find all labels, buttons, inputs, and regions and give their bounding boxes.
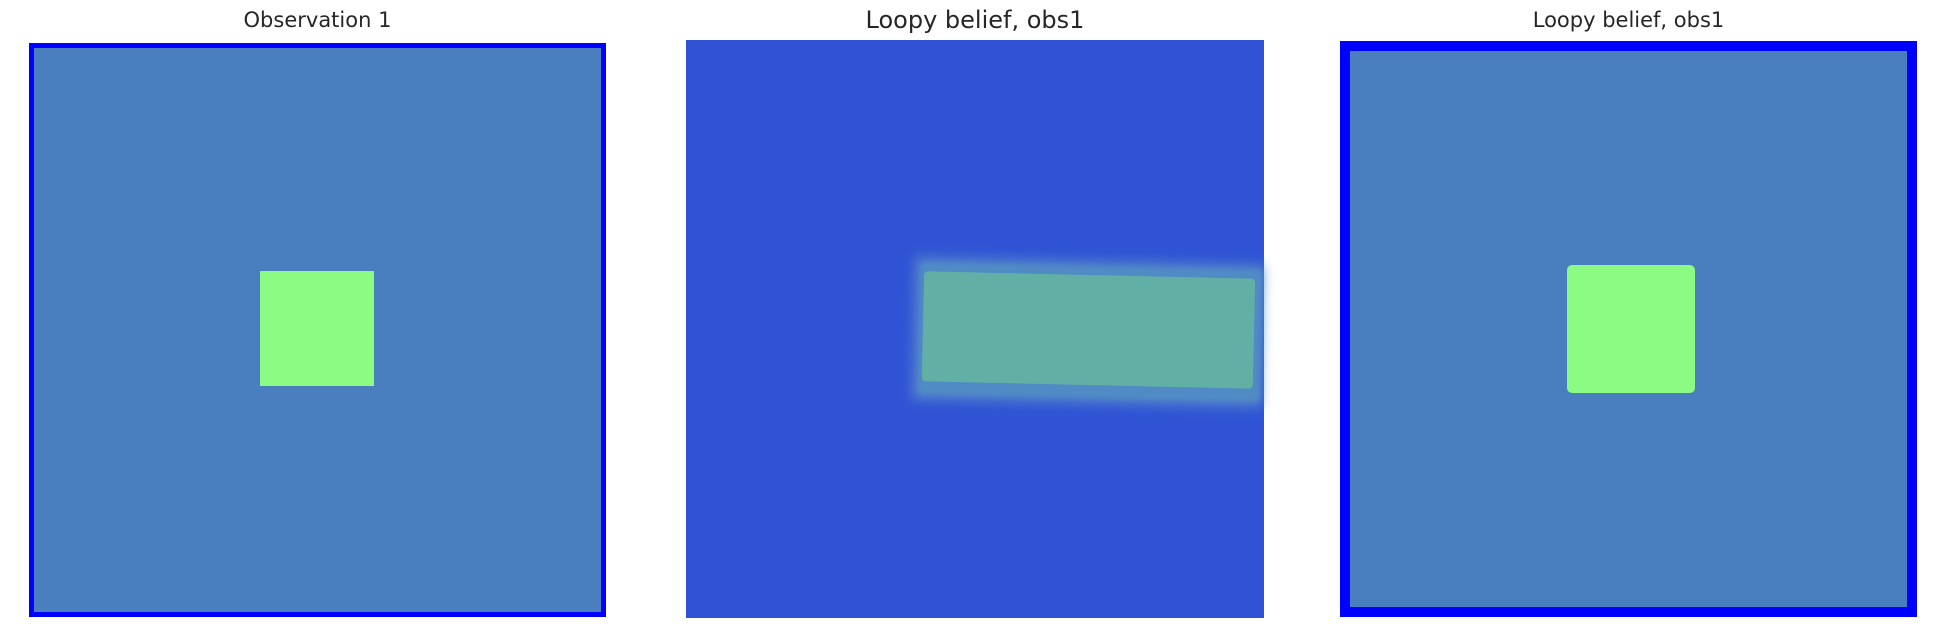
belief-image-1 (686, 40, 1267, 618)
belief-region (921, 271, 1256, 389)
observed-square (260, 271, 374, 386)
observation-image (29, 43, 606, 617)
panel-title-belief-2: Loopy belief, obs1 (1532, 8, 1725, 32)
panel-title-observation: Observation 1 (243, 8, 392, 32)
panel-title-belief-1: Loopy belief, obs1 (865, 6, 1085, 34)
belief-square (1567, 265, 1695, 393)
belief-image-2 (1340, 41, 1917, 617)
